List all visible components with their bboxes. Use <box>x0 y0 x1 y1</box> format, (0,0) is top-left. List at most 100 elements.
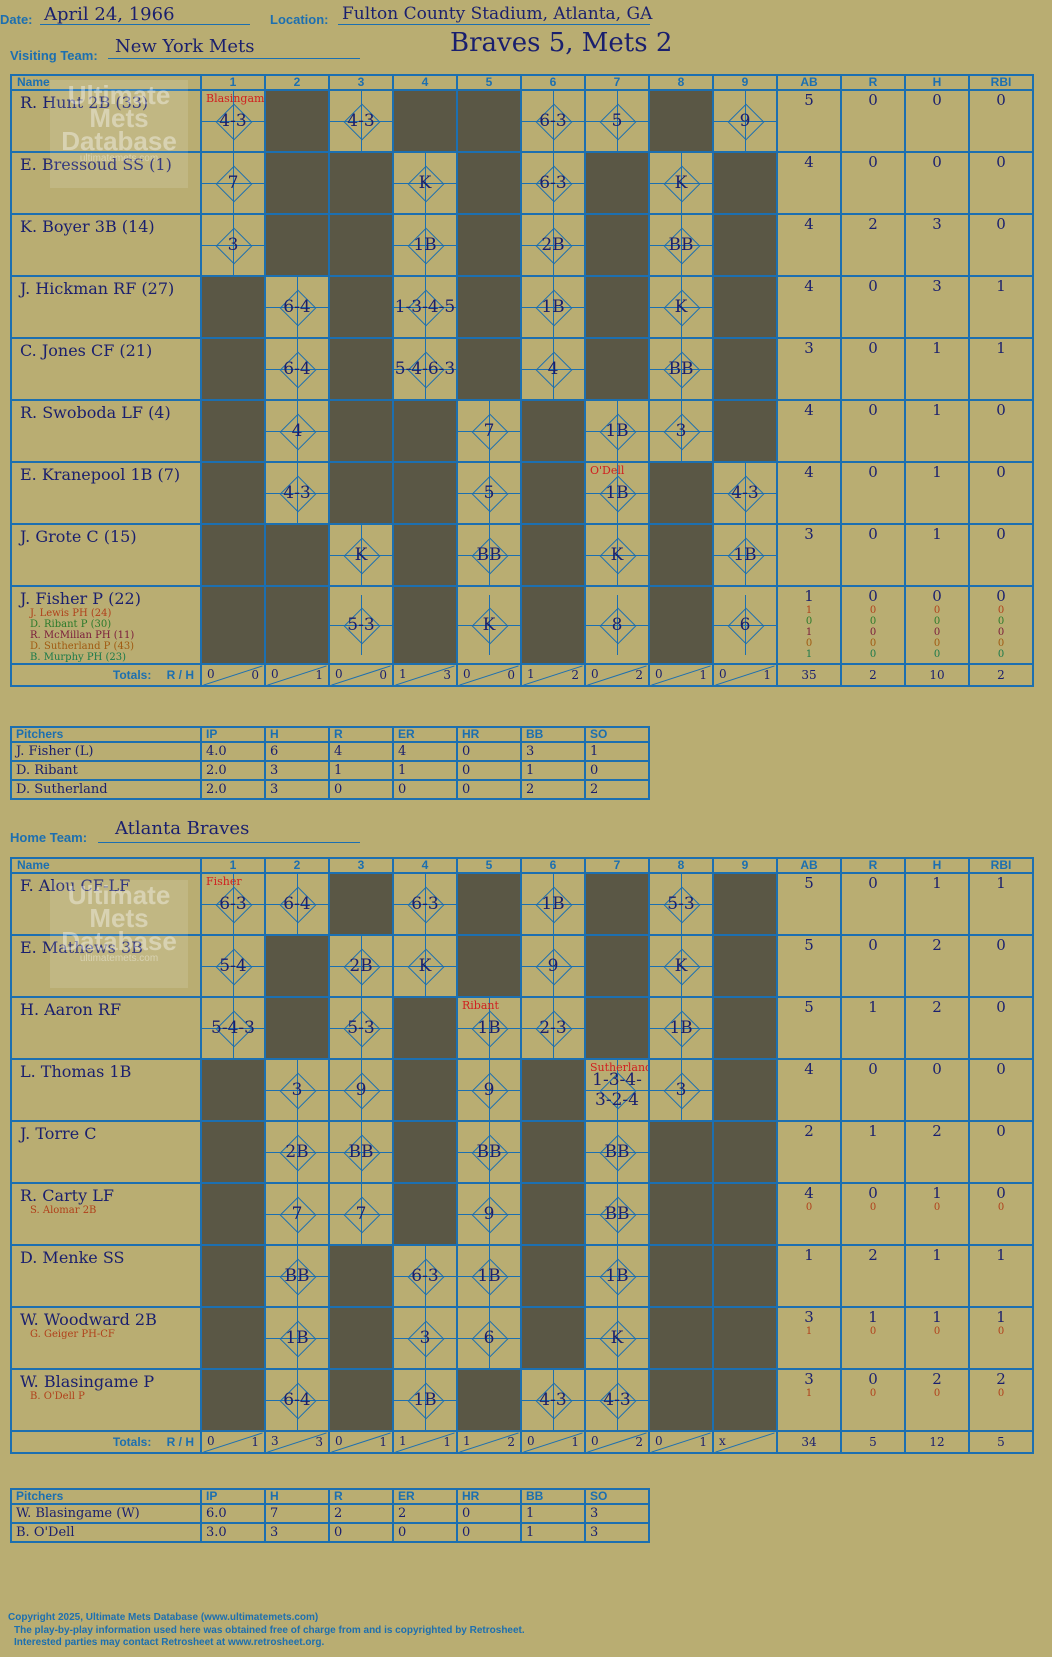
stat-value: 0 <box>996 463 1006 481</box>
header-row: Name 1 2 3 4 5 6 7 8 9 AB R H RBI <box>10 857 1034 874</box>
sub-stat-value: 0 <box>997 1202 1005 1213</box>
at-bat-cell <box>328 1306 394 1370</box>
batter-row: F. Alou CF-LF 6-3 Fisher 6-4 6-3 1B 5-3 5 0 1 1 <box>10 872 1034 936</box>
stat-value: 1 <box>996 1246 1006 1264</box>
inning-header: 5 <box>456 74 522 91</box>
at-bat-cell: 6-3 <box>392 872 458 936</box>
play-result: 1B <box>477 1018 501 1038</box>
at-bat-cell <box>712 1058 778 1122</box>
stat-value: 3 <box>804 1308 814 1326</box>
inning-header: 7 <box>584 74 650 91</box>
pitcher-stat: D. Sutherland <box>10 779 202 800</box>
pitcher-stat: 1 <box>520 1522 586 1543</box>
at-bat-cell <box>712 151 778 215</box>
play-result: K <box>418 956 432 976</box>
play-result: 6-3 <box>539 173 567 193</box>
at-bat-cell: 1B Ribant <box>456 996 522 1060</box>
play-result: 1-3-4-3-2-4 <box>592 1070 642 1110</box>
stat-value: 5 <box>804 936 814 954</box>
at-bat-cell: 3 <box>392 1306 458 1370</box>
total-rbi: 2 <box>968 663 1034 687</box>
stat-r: 0 <box>840 89 906 153</box>
at-bat-cell: BB <box>328 1120 394 1184</box>
location-underline <box>338 24 650 25</box>
stat-value: 0 <box>996 587 1006 605</box>
batter-row: E. Kranepool 1B (7) 4-3 5 1B O'Dell 4-3 4 0 1 0 <box>10 461 1034 525</box>
pitching-header: BB <box>520 726 586 743</box>
home-scorecard: Name 1 2 3 4 5 6 7 8 9 AB R H RBI F. Alou CF-LF 6-3 Fish… <box>10 857 1034 1454</box>
stat-ab: 5 <box>776 996 842 1060</box>
at-bat-cell <box>328 872 394 936</box>
stat-h: 0 <box>904 1058 970 1122</box>
play-result: BB <box>348 1142 374 1162</box>
at-bat-cell <box>456 275 522 339</box>
at-bat-cell: 6-4 <box>264 1368 330 1432</box>
stat-h: 1 <box>904 461 970 525</box>
at-bat-cell <box>648 1244 714 1308</box>
batter-row: E. Mathews 3B 5-4 2B K 9 K 5 0 2 0 <box>10 934 1034 998</box>
stat-value: 3 <box>932 215 942 233</box>
play-result: 1B <box>733 545 757 565</box>
inning-hits: 1 <box>443 1435 451 1449</box>
sub-stat-value: 0 <box>997 627 1005 638</box>
at-bat-cell <box>584 151 650 215</box>
at-bat-cell <box>712 275 778 339</box>
inning-hits: 0 <box>379 668 387 682</box>
at-bat-cell <box>200 1182 266 1246</box>
inning-runs: 0 <box>207 1434 215 1448</box>
at-bat-cell <box>200 337 266 401</box>
inning-runs: 0 <box>527 1434 535 1448</box>
stat-header: AB <box>776 74 842 91</box>
inning-header: 9 <box>712 857 778 874</box>
batter-row: J. Fisher P (22) J. Lewis PH (24) D. Riban… <box>10 585 1034 665</box>
batter-name: R. Hunt 2B (33) <box>20 93 149 112</box>
at-bat-cell: 5-4-3 <box>200 996 266 1060</box>
pitcher-row: J. Fisher (L) 4.0 6 4 4 0 3 1 <box>10 741 650 762</box>
play-result: 4-3 <box>539 1390 567 1410</box>
at-bat-cell: K <box>584 1306 650 1370</box>
pitching-header: IP <box>200 1488 266 1505</box>
pitcher-stat: 3 <box>520 741 586 762</box>
batter-name-cell: R. Hunt 2B (33) <box>10 89 202 153</box>
batter-name-cell: E. Bressoud SS (1) <box>10 151 202 215</box>
inning-runs: 0 <box>655 667 663 681</box>
pitcher-stat: 1 <box>392 760 458 781</box>
sub-stat-value: 0 <box>869 605 877 616</box>
final-score: Braves 5, Mets 2 <box>450 28 673 58</box>
play-result: 3 <box>227 235 239 255</box>
pitching-header: R <box>328 726 394 743</box>
batter-name: J. Torre C <box>20 1124 97 1143</box>
inning-runs: 1 <box>399 1434 407 1448</box>
at-bat-cell: 1B O'Dell <box>584 461 650 525</box>
at-bat-cell <box>456 89 522 153</box>
at-bat-cell <box>712 213 778 277</box>
pitching-change-note: Blasingame <box>206 92 265 105</box>
at-bat-cell <box>520 461 586 525</box>
stat-r: 0 <box>840 523 906 587</box>
at-bat-cell <box>712 1306 778 1370</box>
at-bat-cell <box>328 275 394 339</box>
pitching-change-note: Ribant <box>462 999 499 1012</box>
inning-runs: x <box>719 1434 726 1448</box>
at-bat-cell: 1B <box>264 1306 330 1370</box>
at-bat-cell <box>392 461 458 525</box>
stat-header: H <box>904 74 970 91</box>
at-bat-cell: K <box>392 151 458 215</box>
sub-stat-value: 0 <box>997 638 1005 649</box>
batter-name: K. Boyer 3B (14) <box>20 217 155 236</box>
at-bat-cell <box>648 1182 714 1246</box>
at-bat-cell <box>200 461 266 525</box>
batter-name-cell: F. Alou CF-LF <box>10 872 202 936</box>
inning-runs: 0 <box>591 1434 599 1448</box>
inning-header: 6 <box>520 74 586 91</box>
batter-name-cell: J. Torre C <box>10 1120 202 1184</box>
at-bat-cell: 1B <box>456 1244 522 1308</box>
pitcher-stat: 0 <box>328 779 394 800</box>
at-bat-cell: 5 <box>584 89 650 153</box>
